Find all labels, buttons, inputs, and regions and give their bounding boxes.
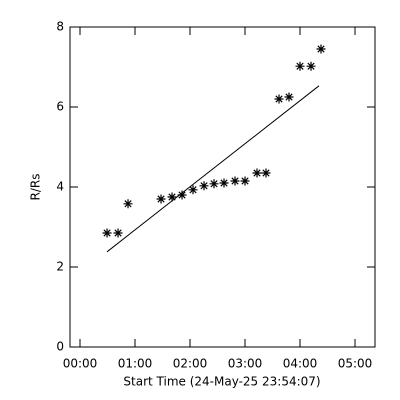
- x-tick-label: 05:00: [338, 357, 373, 371]
- point: [219, 178, 229, 188]
- x-tick-label: 00:00: [63, 357, 98, 371]
- plot-frame: [69, 26, 376, 348]
- point: [209, 179, 219, 189]
- point: [188, 185, 198, 195]
- y-tick-label: 4: [56, 180, 64, 194]
- point: [199, 181, 209, 191]
- point: [306, 61, 316, 71]
- x-tick-label: 02:00: [173, 357, 208, 371]
- point: [240, 176, 250, 186]
- point: [274, 94, 284, 104]
- y-tick-label: 8: [56, 20, 64, 34]
- point: [177, 190, 187, 200]
- point: [230, 176, 240, 186]
- x-tick-label: 01:00: [118, 357, 153, 371]
- point: [167, 192, 177, 202]
- point: [102, 228, 112, 238]
- point: [252, 168, 262, 178]
- y-axis-label: R/Rs: [29, 174, 43, 201]
- y-tick-label: 0: [56, 340, 64, 354]
- x-axis-label: Start Time (24-May-25 23:54:07): [123, 375, 320, 389]
- fit-line: [106, 85, 320, 253]
- point: [113, 228, 123, 238]
- point: [123, 199, 133, 209]
- x-tick-label: 03:00: [228, 357, 263, 371]
- point: [316, 44, 326, 54]
- x-tick-label: 04:00: [283, 357, 318, 371]
- y-tick-label: 6: [56, 100, 64, 114]
- point: [295, 61, 305, 71]
- point: [261, 168, 271, 178]
- point: [284, 92, 294, 102]
- y-tick-label: 2: [56, 260, 64, 274]
- point: [156, 194, 166, 204]
